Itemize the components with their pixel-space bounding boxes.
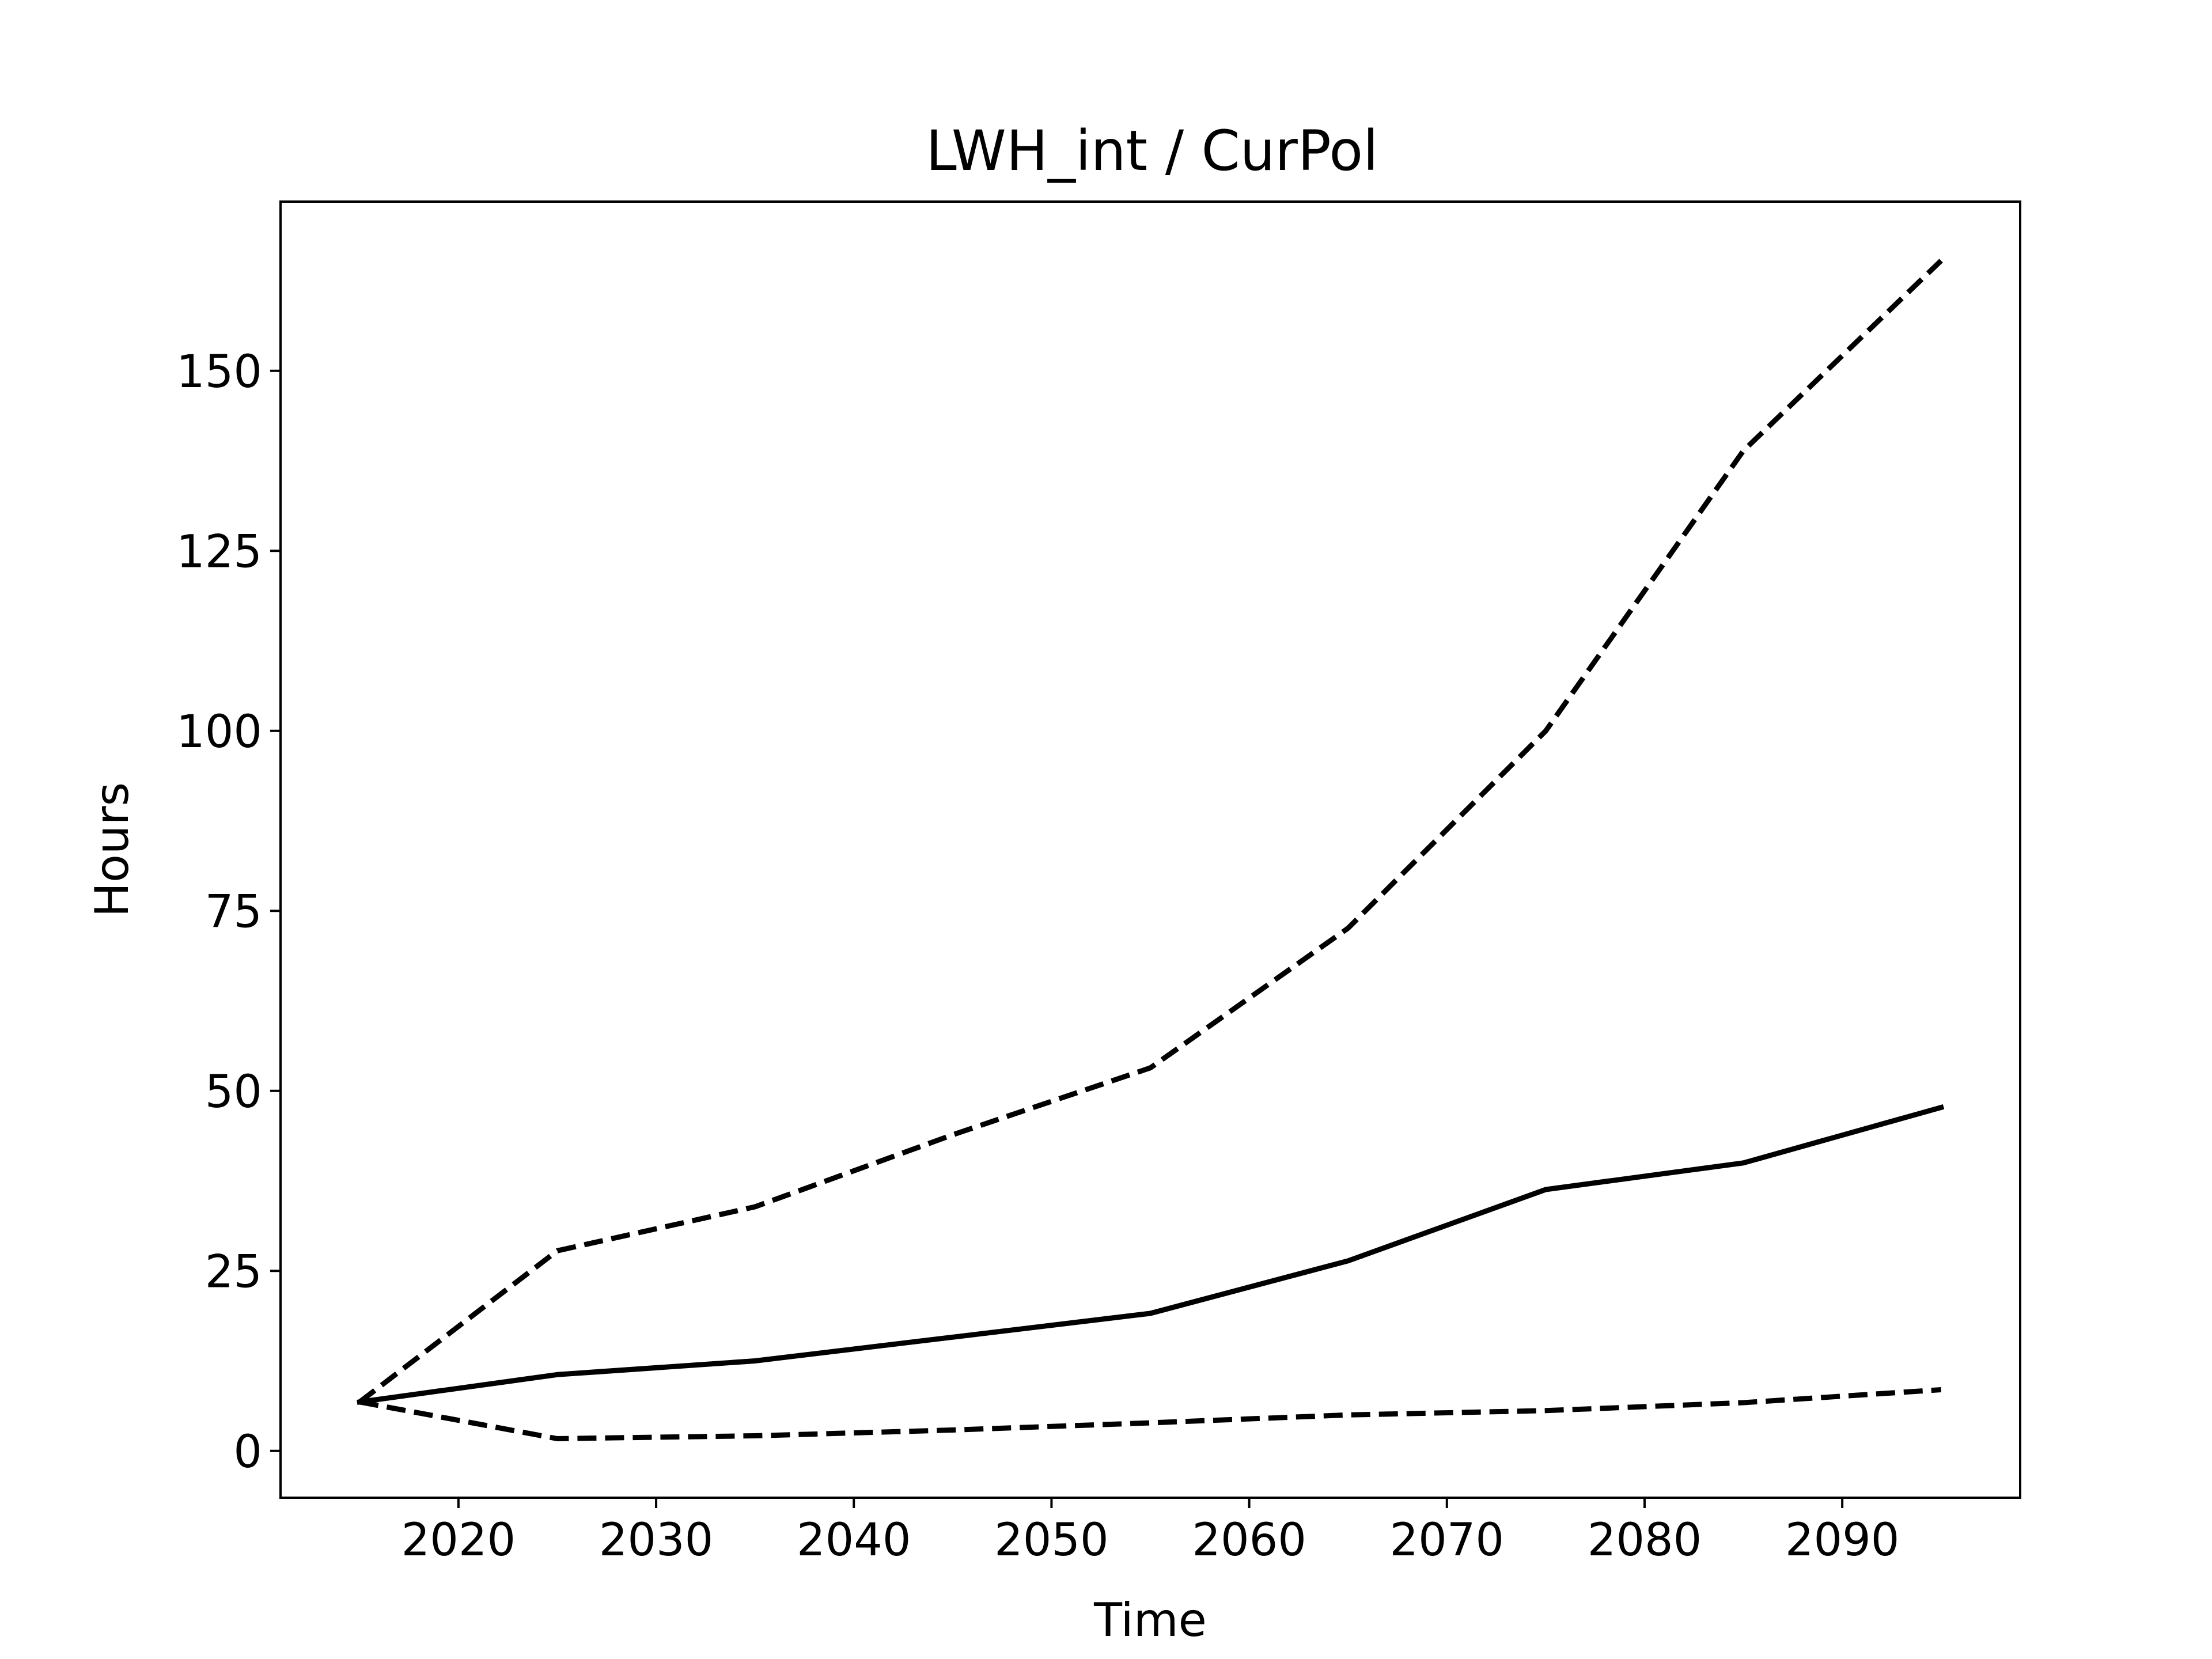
x-axis-ticks: 2020 2030 2040 2050 2060 2070 2080 2090 (402, 1498, 1900, 1566)
series-line-1-solid (357, 1104, 1945, 1405)
chart-title: LWH_int / CurPol (926, 119, 1378, 183)
x-tick-label: 2070 (1390, 1514, 1505, 1566)
x-tick-label: 2060 (1192, 1514, 1306, 1566)
y-tick-label: 50 (205, 1066, 262, 1118)
x-tick-label: 2090 (1785, 1514, 1900, 1566)
y-axis-label: Hours (85, 782, 139, 917)
series-line-2-dashed (358, 259, 1943, 1404)
x-tick-label: 2040 (797, 1514, 911, 1566)
y-tick-label: 25 (205, 1246, 262, 1298)
x-tick-label: 2030 (599, 1514, 714, 1566)
plot-area-frame (279, 200, 2021, 1499)
y-axis-ticks: 0 25 50 75 100 125 150 (176, 346, 281, 1478)
x-tick-label: 2020 (402, 1514, 516, 1566)
y-tick-label: 0 (233, 1426, 262, 1478)
y-tick-label: 100 (176, 706, 262, 758)
series-line-3-dashed (359, 1387, 1941, 1441)
y-tick-label: 125 (176, 526, 262, 578)
y-tick-label: 75 (205, 886, 262, 938)
x-tick-label: 2050 (994, 1514, 1109, 1566)
y-tick-label: 150 (176, 346, 262, 398)
x-axis-label: Time (1093, 1593, 1207, 1647)
series-layer (357, 259, 1945, 1441)
x-tick-label: 2080 (1588, 1514, 1702, 1566)
